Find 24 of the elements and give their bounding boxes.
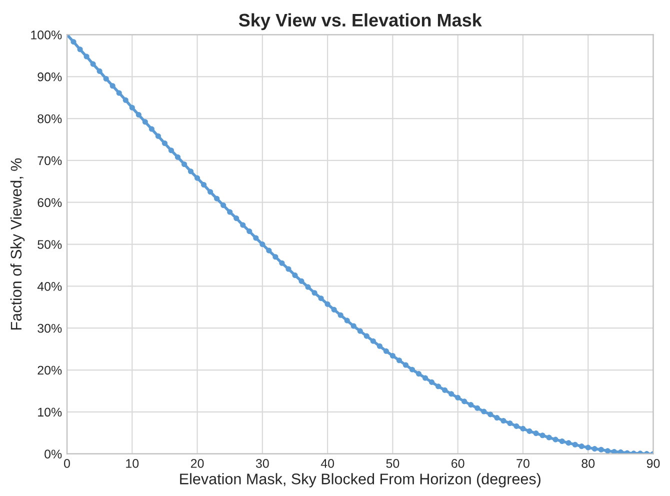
x-tick-label: 40 [320, 459, 334, 468]
chart-title: Sky View vs. Elevation Mask [238, 13, 482, 30]
y-tick-label: 90% [38, 72, 62, 82]
y-tick-label: 40% [37, 282, 62, 291]
x-axis-title: Elevation Mask, Sky Blocked From Horizon (degrees) [180, 473, 540, 488]
y-tick-label: 100% [31, 30, 62, 40]
x-tick-label: 80 [582, 459, 595, 468]
x-tick-label: 60 [452, 459, 464, 468]
y-tick-label: 60% [38, 198, 62, 208]
x-tick-label: 70 [516, 459, 530, 468]
x-tick-label: 30 [256, 459, 269, 468]
y-tick-label: 50% [38, 240, 62, 249]
y-tick-label: 30% [38, 324, 62, 333]
y-tick-label: 10% [38, 408, 62, 417]
y-tick-label: 0% [44, 450, 62, 458]
x-tick-label: 20 [190, 459, 204, 468]
x-tick-label: 0 [64, 459, 70, 468]
x-tick-label: 50 [386, 459, 400, 468]
y-tick-label: 20% [38, 366, 62, 375]
y-tick-label: 80% [38, 114, 62, 124]
y-tick-label: 70% [38, 156, 62, 166]
y-axis-title: Faction of Sky Viewed, % [10, 158, 25, 330]
x-tick-label: 10 [126, 459, 139, 468]
x-tick-label: 90 [646, 459, 660, 468]
